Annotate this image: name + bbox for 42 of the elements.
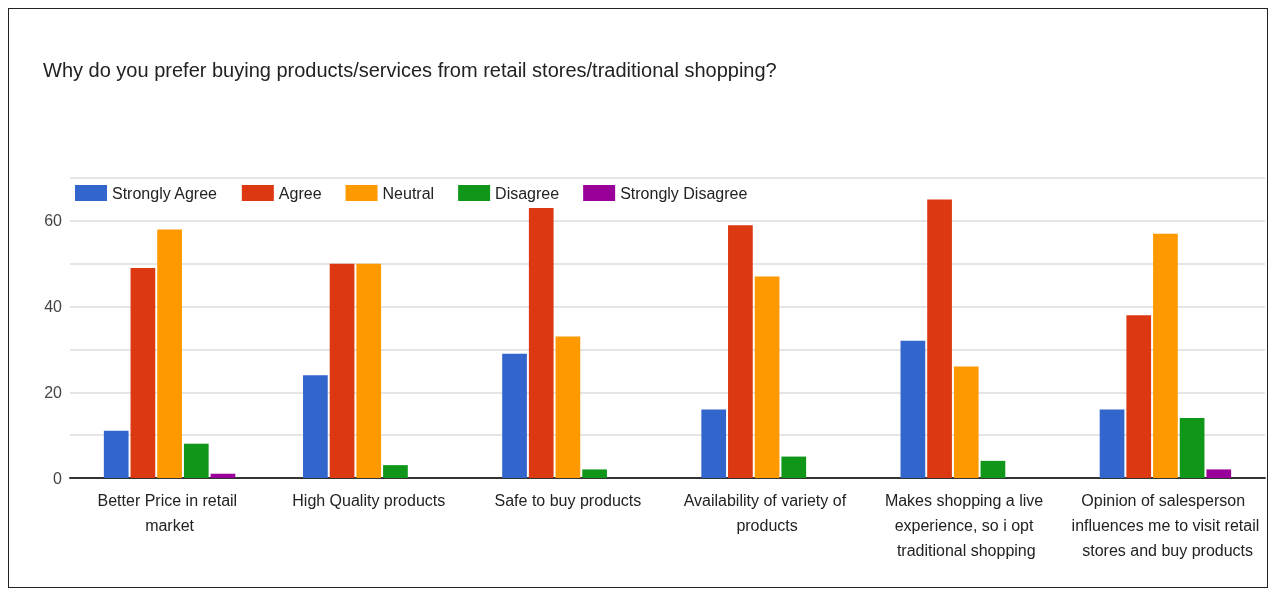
legend-label: Agree (278, 184, 322, 202)
bar (103, 430, 129, 478)
legend-label: Neutral (382, 184, 435, 202)
bar (157, 229, 182, 478)
y-tick-label: 20 (44, 383, 63, 401)
y-tick-label: 60 (44, 212, 63, 230)
x-tick-label: Availability of variety of products (683, 492, 851, 534)
bar (356, 263, 382, 478)
bar (701, 409, 727, 478)
bar (728, 225, 753, 478)
bar (303, 375, 328, 478)
bar (953, 366, 979, 478)
bar (900, 340, 926, 478)
x-tick-label: Makes shopping a live experience, so i opt traditional shopping (884, 492, 1048, 559)
legend-label: Strongly Disagree (620, 184, 748, 202)
x-tick-label: High Quality products (292, 492, 446, 509)
bar (1206, 469, 1232, 478)
bar (980, 460, 1006, 478)
bar (1153, 233, 1178, 478)
legend-label: Strongly Agree (112, 184, 218, 202)
bar (1099, 409, 1125, 478)
bar (1126, 315, 1152, 478)
x-tick-label: Safe to buy products (494, 492, 642, 509)
bar (781, 456, 807, 478)
x-tick-label: Better Price in retail market (97, 492, 242, 534)
bar (754, 276, 780, 478)
bar (329, 263, 355, 478)
chart-title: Why do you prefer buying products/services from retail stores/traditional shopping? (43, 59, 777, 81)
bar (210, 473, 236, 478)
y-tick-label: 0 (53, 469, 63, 487)
bar (555, 336, 581, 478)
bar (183, 443, 209, 478)
bar (528, 208, 554, 478)
bar (1179, 418, 1205, 478)
bar (383, 465, 408, 478)
x-tick-label: Opinion of salesperson influences me to visit retail stores and buy products (1071, 492, 1260, 559)
bar (927, 199, 952, 478)
bar (582, 469, 607, 478)
legend-label: Disagree (495, 184, 560, 202)
y-tick-label: 40 (44, 298, 63, 316)
bar (130, 268, 156, 478)
bar (502, 353, 527, 478)
